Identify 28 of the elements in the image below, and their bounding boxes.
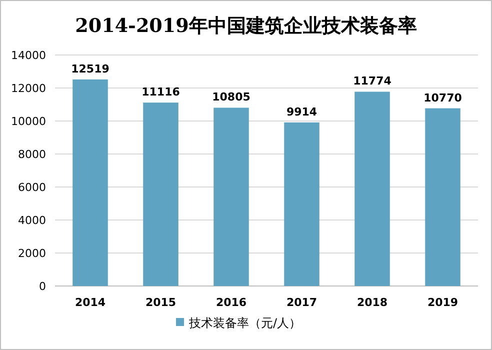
x-tick-label: 2019 (427, 296, 458, 309)
data-label: 10805 (212, 90, 250, 104)
legend-label: 技术装备率（元/人） (188, 316, 302, 330)
bar (72, 79, 108, 286)
data-label: 11774 (353, 74, 392, 88)
data-label: 12519 (71, 62, 110, 76)
y-tick-label: 8000 (18, 148, 46, 161)
x-tick-label: 2016 (216, 296, 247, 309)
data-label: 10770 (424, 91, 462, 104)
y-tick-label: 0 (39, 280, 46, 293)
chart-title: 2014-2019年中国建筑企业技术装备率 (75, 15, 417, 37)
y-tick-label: 10000 (11, 115, 46, 128)
data-label: 11116 (142, 86, 180, 99)
x-tick-label: 2015 (145, 296, 176, 309)
x-tick-label: 2018 (356, 296, 388, 309)
bar (284, 122, 320, 286)
y-tick-label: 4000 (18, 214, 46, 227)
bar (214, 108, 249, 286)
bar (354, 92, 390, 286)
y-tick-label: 6000 (18, 181, 46, 194)
x-tick-label: 2017 (286, 296, 318, 309)
y-tick-label: 12000 (11, 82, 46, 95)
bar (143, 102, 178, 286)
y-tick-label: 2000 (18, 247, 46, 260)
data-label: 9914 (286, 105, 318, 118)
y-tick-label: 14000 (11, 49, 46, 62)
bar (425, 108, 460, 286)
x-tick-label: 2014 (74, 296, 106, 309)
